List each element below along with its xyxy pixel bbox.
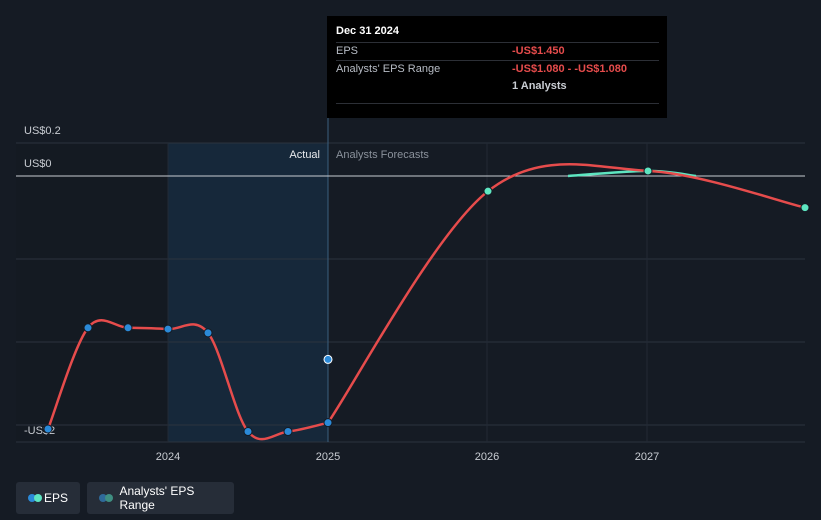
tooltip-eps-label: EPS [336,45,359,57]
tooltip-analysts-row: 1 Analysts [336,78,659,95]
legend-range-dot-actual [99,494,107,502]
eps-forecast-line [326,163,806,424]
forecast-region-label: Analysts Forecasts [336,149,429,161]
y-tick-label-top: US$0.2 [24,125,61,137]
eps-forecast-point[interactable] [800,203,810,213]
x-tick-label-2027: 2027 [635,451,659,463]
y-tick-label-zero: US$0 [24,158,52,170]
legend-eps-dot-actual [28,494,36,502]
tooltip-date: Dec 31 2024 [336,25,399,37]
eps-tooltip: Dec 31 2024 EPS -US$1.450 Analysts' EPS … [327,16,667,118]
tooltip-eps-row: EPS -US$1.450 [336,42,659,60]
eps-actual-point[interactable] [123,323,133,333]
tooltip-divider [336,103,659,104]
tooltip-analysts-spacer [336,78,512,95]
data-markers [43,166,810,437]
eps-actual-point[interactable] [203,328,213,338]
legend-eps-label: EPS [43,491,68,505]
eps-actual-point[interactable] [323,418,333,428]
legend-range-dot-forecast [105,494,113,502]
legend-eps[interactable]: EPS [16,482,80,514]
legend-range-swatch [99,494,113,502]
eps-forecast-point[interactable] [483,186,493,196]
tooltip-range-label: Analysts' EPS Range [336,63,441,75]
eps-actual-point[interactable] [243,427,253,437]
x-tick-label-2024: 2024 [156,451,180,463]
legend-range-label: Analysts' EPS Range [119,484,195,512]
eps-actual-point[interactable] [163,324,173,334]
actual-band-shade [168,143,328,442]
x-tick-label-2025: 2025 [316,451,340,463]
tooltip-range-row: Analysts' EPS Range -US$1.080 - -US$1.08… [336,60,659,78]
analyst-range-point[interactable] [323,354,333,364]
legend-analysts-range[interactable]: Analysts' EPS Range [87,482,234,514]
tooltip-eps-value: -US$1.450 [512,45,565,57]
x-tick-label-2026: 2026 [475,451,499,463]
past-band-shade [16,143,168,442]
eps-forecast-point[interactable] [643,166,653,176]
tooltip-analysts-count: 1 Analysts [512,80,567,92]
legend-eps-dot-forecast [34,494,42,502]
eps-actual-point[interactable] [83,323,93,333]
actual-region-label: Actual [289,149,320,161]
tooltip-range-value: -US$1.080 - -US$1.080 [512,63,627,75]
legend-eps-swatch [28,494,42,502]
eps-actual-point[interactable] [43,424,53,434]
grid-lines [16,142,805,443]
eps-actual-point[interactable] [283,427,293,437]
